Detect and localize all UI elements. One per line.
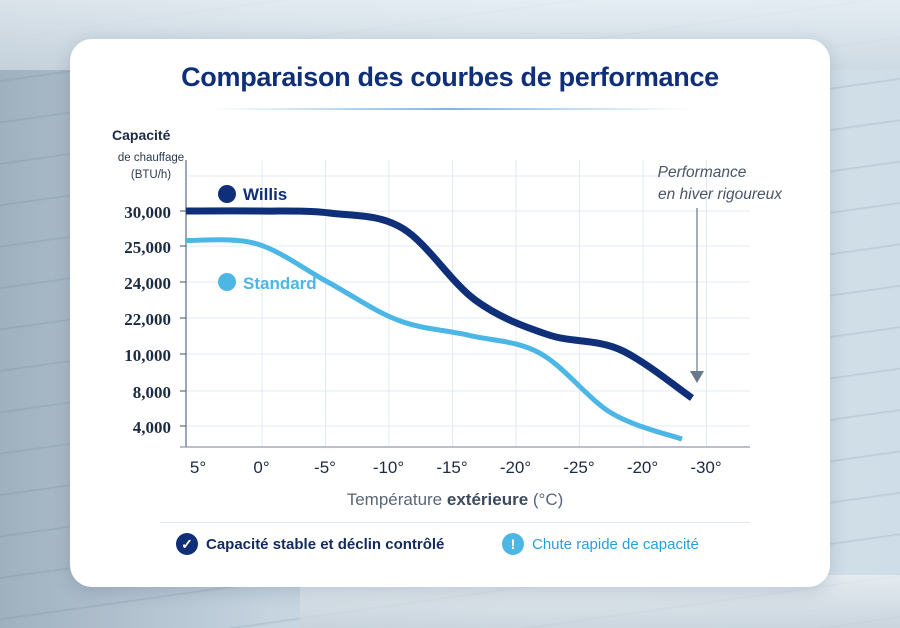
x-tick-label: -20° bbox=[627, 458, 658, 477]
y-tick-label: 8,000 bbox=[133, 383, 171, 402]
series-line-standard bbox=[185, 237, 683, 442]
legend-stable-label: Capacité stable et déclin contrôlé bbox=[206, 535, 445, 553]
title-underline bbox=[210, 108, 690, 110]
chart-card bbox=[70, 39, 830, 587]
y-tick-label: 22,000 bbox=[124, 310, 171, 329]
y-tick-label: 30,000 bbox=[124, 203, 171, 222]
x-tick-label: -30° bbox=[690, 458, 721, 477]
y-tick-label: 4,000 bbox=[133, 418, 171, 437]
chart-title: Comparaison des courbes de performance bbox=[181, 62, 719, 92]
legend-dot-willis bbox=[218, 185, 236, 203]
series-label-standard: Standard bbox=[243, 274, 317, 293]
annotation-line1: Performance bbox=[658, 164, 747, 181]
x-tick-label: -10° bbox=[373, 458, 404, 477]
legend-dot-standard bbox=[218, 273, 236, 291]
series-line-willis bbox=[185, 207, 694, 401]
y-tick-label: 25,000 bbox=[124, 238, 171, 257]
y-tick-label: 24,000 bbox=[124, 274, 171, 293]
x-axis-title: Température extérieure (°C) bbox=[347, 490, 564, 509]
y-axis-sublabel: de chauffage (BTU/h) bbox=[106, 150, 196, 184]
y-tick-label: 10,000 bbox=[124, 346, 171, 365]
legend-drop-label: Chute rapide de capacité bbox=[532, 535, 699, 553]
y-axis-label: Capacité bbox=[112, 127, 171, 143]
legend-divider bbox=[160, 522, 750, 523]
check-icon: ✓ bbox=[176, 533, 198, 555]
x-tick-label: -20° bbox=[500, 458, 531, 477]
x-tick-label: 5° bbox=[190, 458, 206, 477]
x-tick-label: -25° bbox=[563, 458, 594, 477]
exclamation-icon: ! bbox=[502, 533, 524, 555]
y-axis-sublabel-text: de chauffage bbox=[117, 152, 185, 164]
legend-stable: ✓ Capacité stable et déclin contrôlé bbox=[176, 533, 444, 555]
x-tick-label: -5° bbox=[314, 458, 336, 477]
annotation-line2: en hiver rigoureux bbox=[658, 186, 783, 203]
y-axis-unit: (BTU/h) bbox=[130, 169, 172, 181]
series-label-willis: Willis bbox=[243, 185, 287, 204]
x-tick-label: -15° bbox=[436, 458, 467, 477]
annotation-arrow-head bbox=[690, 371, 704, 383]
legend-drop: ! Chute rapide de capacité bbox=[502, 533, 699, 555]
x-tick-label: 0° bbox=[253, 458, 269, 477]
